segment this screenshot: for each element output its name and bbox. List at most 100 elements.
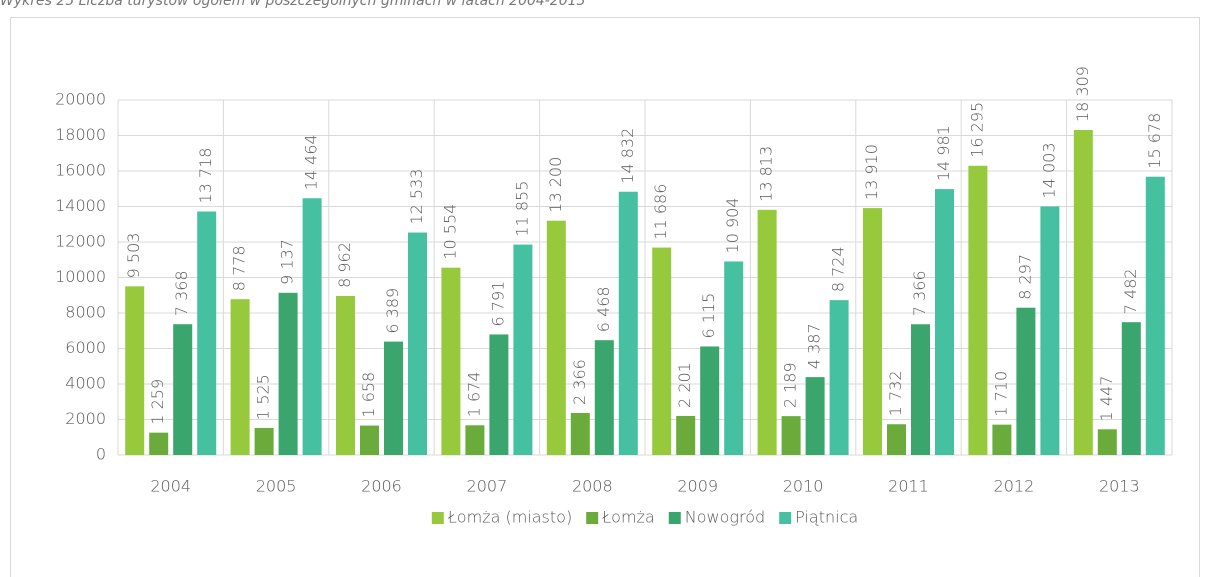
bar <box>781 416 801 455</box>
bar <box>968 165 988 456</box>
x-tick-label: 2006 <box>361 477 402 496</box>
bar <box>197 211 217 455</box>
data-label: 6 115 <box>699 293 718 339</box>
bar <box>1040 206 1060 455</box>
bar <box>724 261 744 455</box>
bar <box>700 346 720 455</box>
x-tick-label: 2005 <box>256 477 297 496</box>
y-tick-label: 8000 <box>65 303 106 322</box>
bar <box>278 292 298 455</box>
data-label: 11 686 <box>651 184 670 240</box>
data-label: 4 387 <box>805 323 824 369</box>
bar <box>149 432 169 455</box>
data-label: 11 855 <box>512 181 531 237</box>
bar <box>513 244 533 455</box>
data-label: 1 710 <box>991 371 1010 417</box>
bar <box>1145 176 1165 455</box>
data-label: 14 464 <box>302 134 321 190</box>
bar <box>652 247 672 455</box>
x-tick-label: 2007 <box>467 477 508 496</box>
bar <box>125 286 145 455</box>
y-tick-label: 16000 <box>55 161 106 180</box>
legend-swatch <box>586 512 599 524</box>
chart-border <box>10 17 1200 577</box>
data-label: 14 981 <box>934 125 953 181</box>
bar <box>489 334 509 455</box>
bar <box>360 425 379 455</box>
legend-swatch <box>779 512 792 524</box>
x-tick-label: 2004 <box>150 477 191 496</box>
bar <box>408 232 427 455</box>
data-label: 7 368 <box>172 270 191 316</box>
data-label: 13 200 <box>546 157 565 213</box>
legend-label: Piątnica <box>795 508 858 527</box>
y-tick-label: 2000 <box>65 409 106 428</box>
data-label: 7 482 <box>1121 268 1140 314</box>
data-label: 8 297 <box>1015 254 1034 300</box>
data-label: 8 724 <box>829 246 848 292</box>
data-label: 1 674 <box>464 371 483 417</box>
legend-swatch <box>668 512 681 524</box>
legend-label: Nowogród <box>685 508 765 527</box>
data-label: 15 678 <box>1145 113 1164 169</box>
chart-title: Wykres 25 Liczba turystów ogółem w poszc… <box>0 0 585 9</box>
bar <box>336 295 355 455</box>
x-tick-label: 2012 <box>994 477 1035 496</box>
x-tick-label: 2008 <box>572 477 613 496</box>
bar <box>1121 322 1141 455</box>
bar <box>570 413 590 455</box>
y-tick-label: 6000 <box>65 338 106 357</box>
data-label: 1 732 <box>886 370 905 416</box>
data-label: 2 189 <box>781 362 800 408</box>
data-label: 2 366 <box>570 359 589 405</box>
bar <box>757 209 777 455</box>
bar <box>1016 307 1036 455</box>
x-tick-label: 2010 <box>783 477 824 496</box>
bar <box>254 427 274 455</box>
data-label: 7 366 <box>910 270 929 316</box>
data-label: 8 778 <box>230 245 249 291</box>
data-label: 6 389 <box>383 288 402 334</box>
data-label: 9 503 <box>124 233 143 279</box>
data-label: 12 533 <box>407 169 426 225</box>
y-tick-label: 10000 <box>55 267 106 286</box>
legend-label: Łomża <box>601 508 655 527</box>
bar <box>594 340 614 455</box>
bar <box>676 415 696 455</box>
bar <box>1073 130 1093 455</box>
y-tick-label: 0 <box>96 445 106 464</box>
data-label: 13 910 <box>862 144 881 200</box>
x-tick-label: 2009 <box>677 477 718 496</box>
data-label: 8 962 <box>335 242 354 288</box>
legend-swatch <box>431 512 444 524</box>
data-label: 1 259 <box>148 379 167 425</box>
data-label: 1 447 <box>1097 376 1116 422</box>
bar <box>935 189 954 455</box>
bar <box>805 377 825 455</box>
data-label: 14 003 <box>1039 142 1058 198</box>
bar <box>441 267 461 455</box>
data-label: 10 904 <box>723 197 742 253</box>
data-label: 10 554 <box>440 204 459 260</box>
bar <box>384 341 403 455</box>
bar <box>173 324 193 455</box>
bar <box>302 198 322 455</box>
data-label: 13 718 <box>196 148 215 204</box>
data-label: 13 813 <box>757 146 776 202</box>
legend-label: Łomża (miasto) <box>447 508 572 527</box>
y-tick-label: 12000 <box>55 232 106 251</box>
bar <box>546 220 566 455</box>
bar <box>618 191 638 455</box>
bar <box>887 424 906 455</box>
bar <box>863 208 882 455</box>
data-label: 2 201 <box>675 362 694 408</box>
bar <box>829 300 849 455</box>
bar <box>230 299 250 455</box>
data-label: 16 295 <box>967 102 986 158</box>
bar <box>1097 429 1117 455</box>
bar <box>911 324 930 455</box>
x-tick-label: 2013 <box>1099 477 1140 496</box>
y-tick-label: 18000 <box>55 125 106 144</box>
y-tick-label: 20000 <box>55 90 106 109</box>
x-tick-label: 2011 <box>888 477 929 496</box>
